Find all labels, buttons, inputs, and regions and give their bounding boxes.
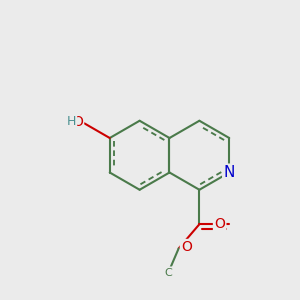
Text: N: N	[224, 165, 235, 180]
Text: O: O	[214, 217, 225, 231]
Text: H: H	[67, 115, 76, 128]
Text: O: O	[181, 240, 192, 254]
Text: O: O	[72, 115, 83, 129]
Text: C: C	[164, 268, 172, 278]
